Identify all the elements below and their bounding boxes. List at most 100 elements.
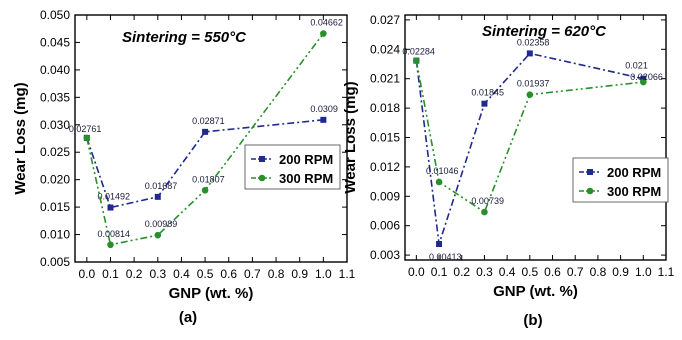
x-tick-label: 0.8 (268, 267, 285, 281)
x-tick-label: 0.5 (197, 267, 214, 281)
data-label: 0.00413 (429, 252, 462, 262)
data-point (436, 241, 443, 248)
y-tick-label: 0.010 (40, 228, 70, 242)
y-axis-title: Wear Loss (mg) (342, 81, 359, 193)
data-point (201, 186, 209, 194)
y-tick-label: 0.035 (40, 90, 70, 104)
data-label: 0.01687 (145, 181, 178, 191)
y-tick-label: 0.015 (370, 131, 400, 145)
x-tick-label: 0.3 (149, 267, 166, 281)
data-point (202, 128, 209, 135)
y-tick-label: 0.040 (40, 63, 70, 77)
series-line-300-rpm (415, 60, 644, 214)
data-label: 0.01807 (192, 174, 225, 184)
legend-box (244, 144, 341, 190)
y-tick-label: 0.027 (370, 13, 400, 27)
data-point (320, 116, 327, 123)
data-point (526, 50, 533, 57)
sintering-annotation: Sintering = 550°C (122, 29, 247, 46)
y-tick-label: 0.024 (370, 42, 400, 56)
y-tick-label: 0.005 (40, 255, 70, 269)
y-tick-label: 0.018 (370, 101, 400, 115)
x-tick-label: 1.0 (635, 265, 652, 279)
y-tick-label: 0.050 (40, 8, 70, 22)
data-point (640, 75, 647, 82)
data-label: 0.01845 (471, 88, 504, 98)
x-tick-label: 0.9 (291, 267, 308, 281)
x-tick-label: 0.2 (126, 267, 143, 281)
y-axis-title: Wear Loss (mg) (12, 82, 29, 194)
x-tick-label: 0.5 (521, 265, 538, 279)
data-label: 0.02761 (69, 124, 102, 134)
data-label: 0.00739 (471, 196, 504, 206)
y-tick-label: 0.003 (370, 248, 400, 262)
x-tick-label: 0.6 (220, 267, 237, 281)
data-point (413, 57, 420, 64)
x-tick-label: 0.3 (476, 265, 493, 279)
x-tick-label: 1.1 (339, 267, 356, 281)
x-tick-label: 0.9 (612, 265, 629, 279)
panel-label: (a) (179, 309, 197, 326)
legend-label: 200 RPM (279, 152, 333, 167)
data-label: 0.00989 (145, 219, 178, 229)
y-tick-label: 0.045 (40, 35, 70, 49)
y-tick-label: 0.015 (40, 200, 70, 214)
y-tick-label: 0.006 (370, 219, 400, 233)
legend-label: 300 RPM (279, 171, 333, 186)
data-label: 0.01492 (97, 192, 130, 202)
legend-marker (259, 156, 265, 162)
x-tick-label: 0.1 (431, 265, 448, 279)
data-point (640, 78, 647, 86)
data-label: 0.0309 (310, 104, 338, 114)
data-label: 0.01937 (517, 79, 550, 89)
x-tick-label: 0.7 (244, 267, 261, 281)
data-label: 0.00814 (97, 229, 130, 239)
legend-label: 300 RPM (607, 184, 661, 199)
y-tick-label: 0.030 (40, 118, 70, 132)
x-tick-label: 0.6 (544, 265, 561, 279)
plot-frame (404, 14, 667, 261)
data-label: 0.02066 (630, 72, 663, 82)
x-tick-label: 1.0 (315, 267, 332, 281)
data-label: 0.02358 (517, 37, 550, 47)
x-tick-label: 0.0 (408, 265, 425, 279)
x-tick-label: 0.0 (78, 267, 95, 281)
data-point (435, 178, 443, 186)
data-point (107, 241, 114, 249)
data-label: 0.02871 (192, 116, 225, 126)
x-tick-label: 0.7 (567, 265, 584, 279)
x-tick-label: 0.8 (590, 265, 607, 279)
sintering-annotation: Sintering = 620°C (482, 23, 607, 40)
x-tick-label: 1.1 (658, 265, 675, 279)
plot-frame (74, 14, 348, 263)
data-point (154, 193, 161, 200)
panel-label: (b) (523, 312, 542, 329)
x-tick-label: 0.1 (102, 267, 119, 281)
data-point (107, 204, 114, 211)
data-point (481, 208, 488, 216)
x-tick-label: 0.4 (173, 267, 190, 281)
y-tick-label: 0.012 (370, 160, 400, 174)
data-label: 0.021 (625, 61, 648, 71)
data-point (154, 231, 162, 239)
series-line-300-rpm (86, 33, 324, 246)
data-point (83, 134, 91, 142)
data-point (526, 91, 534, 98)
y-tick-label: 0.009 (370, 189, 400, 203)
x-tick-label: 0.2 (453, 265, 470, 279)
y-tick-label: 0.021 (370, 72, 400, 86)
data-point (481, 100, 488, 107)
x-axis-title: GNP (wt. %) (493, 283, 578, 300)
legend-label: 200 RPM (607, 165, 661, 180)
legend-box (572, 157, 669, 203)
data-label: 0.02284 (402, 47, 435, 57)
legend-marker (258, 174, 266, 182)
data-label: 0.04662 (310, 18, 343, 28)
data-label: 0.01046 (426, 166, 459, 176)
legend-marker (587, 169, 593, 175)
y-tick-label: 0.020 (40, 173, 70, 187)
x-tick-label: 0.4 (499, 265, 516, 279)
y-tick-label: 0.025 (40, 145, 70, 159)
legend-marker (586, 187, 594, 195)
